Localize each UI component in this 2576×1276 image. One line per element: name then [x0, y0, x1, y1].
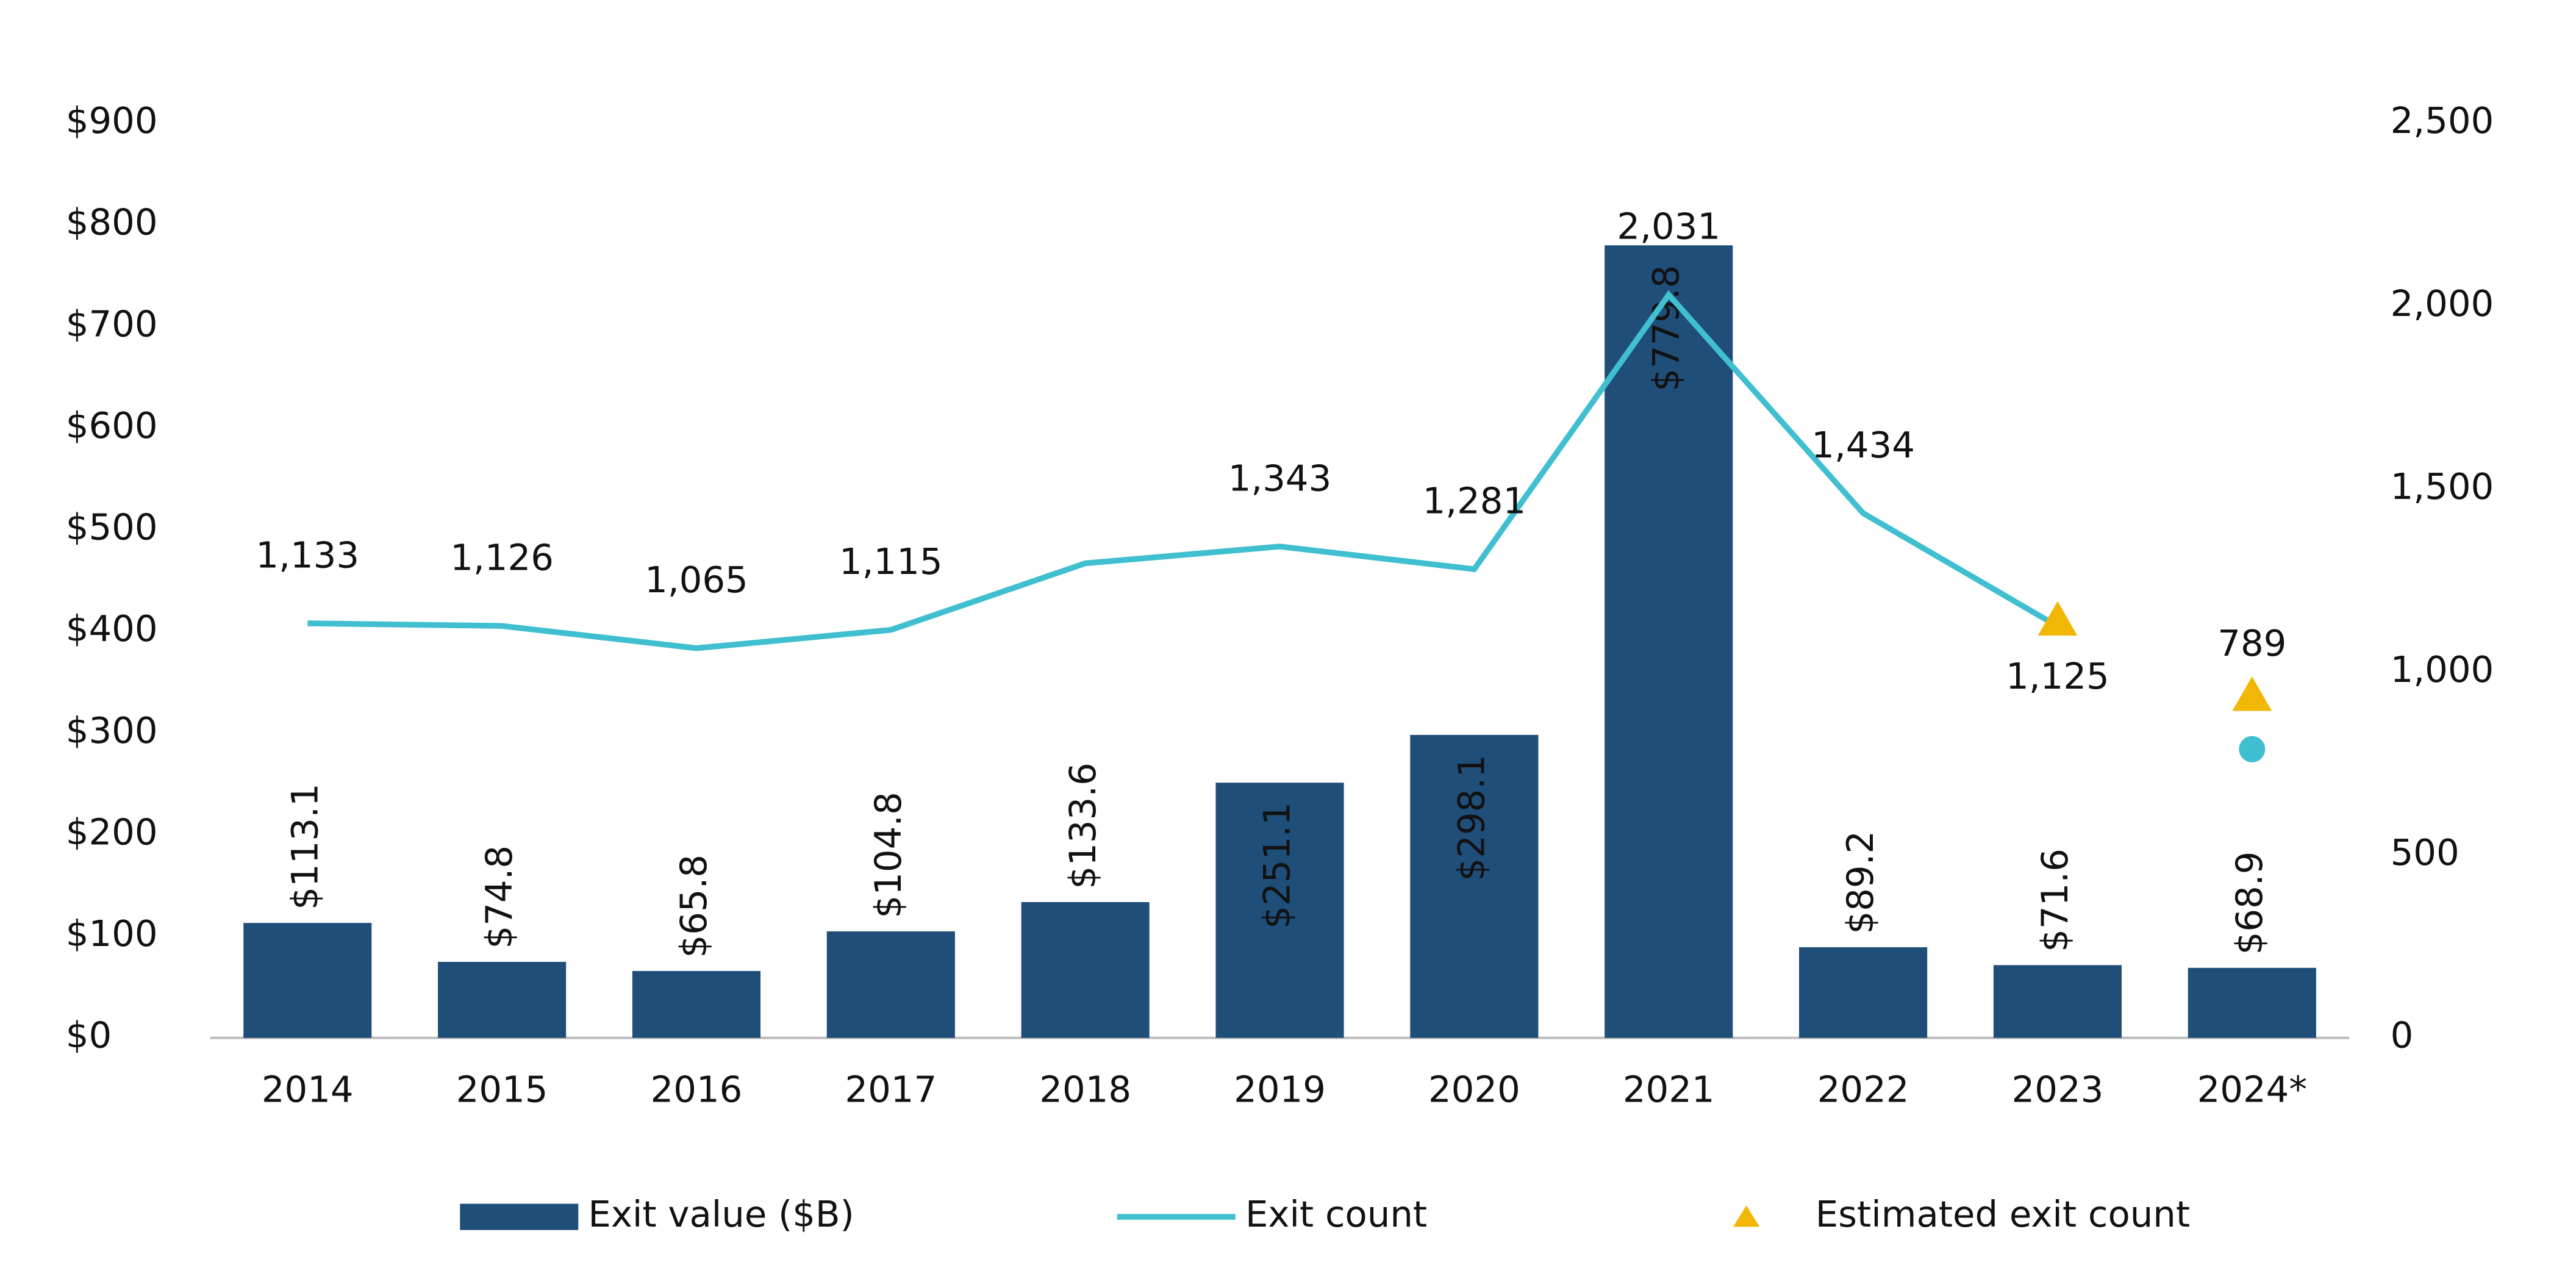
dot-value-label: 789: [2217, 622, 2286, 664]
x-tick-label: 2019: [1234, 1069, 1326, 1111]
y2-tick-label: 500: [2391, 831, 2460, 873]
bar: [1021, 901, 1150, 1038]
line-value-label: 1,115: [839, 540, 943, 582]
x-tick-label: 2018: [1039, 1069, 1131, 1111]
y-tick-label: $200: [66, 811, 158, 853]
y2-tick-label: 2,500: [2391, 99, 2494, 142]
x-tick-label: 2016: [651, 1069, 743, 1111]
dot: [2239, 736, 2266, 762]
y2-tick-label: 2,000: [2391, 282, 2494, 324]
bar: [2188, 967, 2316, 1038]
y2-tick-label: 1,500: [2391, 465, 2494, 507]
y-tick-label: $500: [66, 506, 158, 548]
legend-swatch: [1733, 1205, 1760, 1227]
triangle-marker: [2232, 676, 2272, 711]
y-tick-label: $300: [66, 709, 158, 751]
bar-value-label: $113.1: [284, 783, 326, 909]
line-value-label: 1,434: [1811, 424, 1915, 466]
legend-label: Estimated exit count: [1816, 1193, 2190, 1235]
bar-value-label: $71.6: [2034, 848, 2076, 952]
bar-value-label: $779.8: [1645, 265, 1687, 392]
bar: [632, 970, 761, 1038]
bar: [826, 931, 955, 1038]
x-tick-label: 2021: [1623, 1069, 1715, 1111]
y-tick-label: $0: [66, 1014, 112, 1056]
legend-swatch: [460, 1203, 579, 1230]
bar: [1605, 245, 1733, 1038]
bar-value-label: $74.8: [478, 845, 520, 949]
line: [307, 290, 2059, 651]
x-tick-label: 2022: [1817, 1069, 1909, 1111]
line-value-label: 1,065: [645, 559, 748, 601]
x-tick-label: 2024*: [2197, 1069, 2307, 1111]
line-value-label: 1,281: [1423, 480, 1526, 522]
legend-label: Exit count: [1245, 1193, 1427, 1235]
bar-value-label: $133.6: [1062, 762, 1104, 889]
bar-value-label: $104.8: [867, 792, 909, 918]
y-tick-label: $400: [66, 608, 158, 650]
line-value-label: 1,343: [1228, 457, 1332, 499]
y2-tick-label: 1,000: [2391, 648, 2494, 690]
bar-value-label: $68.9: [2228, 851, 2270, 955]
bar: [243, 923, 372, 1038]
x-tick-label: 2015: [456, 1069, 548, 1111]
bar-value-label: $89.2: [1839, 831, 1881, 934]
y2-tick-label: 0: [2391, 1014, 2414, 1056]
bar-value-label: $298.1: [1450, 754, 1492, 881]
y-tick-label: $100: [66, 912, 158, 955]
bar: [1215, 783, 1344, 1038]
x-tick-label: 2017: [845, 1069, 937, 1111]
line-value-label: 1,133: [256, 534, 359, 576]
x-tick-label: 2023: [2012, 1069, 2104, 1111]
bar-value-label: $65.8: [673, 855, 715, 958]
line-value-label: 1,126: [450, 537, 554, 579]
legend-label: Exit value ($B): [588, 1193, 854, 1235]
x-tick-label: 2020: [1428, 1069, 1520, 1111]
line-value-label: 2,031: [1617, 206, 1720, 248]
y-tick-label: $800: [66, 201, 158, 243]
line-value-label: 1,125: [2006, 655, 2109, 697]
triangle-marker: [2038, 601, 2078, 636]
y-tick-label: $700: [66, 303, 158, 345]
y-tick-label: $900: [66, 99, 158, 142]
x-tick-label: 2014: [262, 1069, 354, 1111]
bar: [1410, 734, 1539, 1038]
bar: [1799, 947, 1928, 1038]
bar-value-label: $251.1: [1256, 803, 1298, 929]
bar: [1993, 965, 2122, 1038]
y-tick-label: $600: [66, 404, 158, 446]
bar: [438, 961, 567, 1038]
